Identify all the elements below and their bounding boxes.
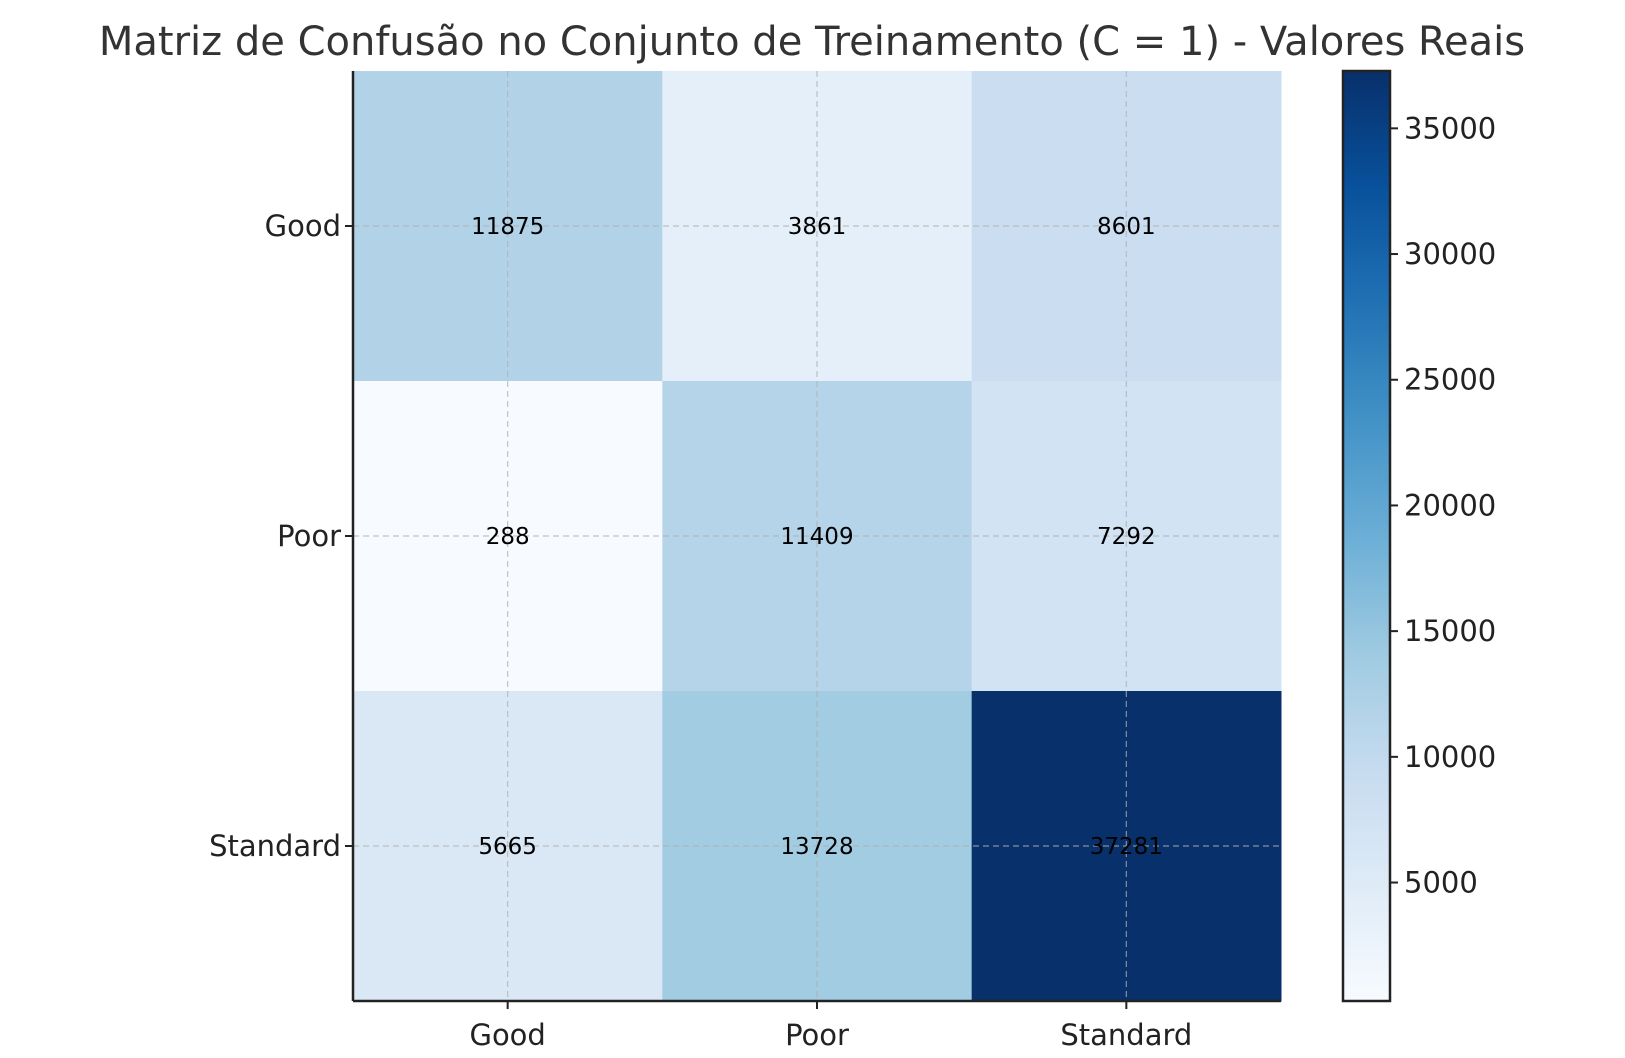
x-tick-label: Standard — [1060, 1018, 1192, 1052]
colorbar-tick-label: 20000 — [1404, 488, 1496, 522]
colorbar-ticks: 5000 10000 15000 20000 25000 30000 35000 — [1390, 111, 1496, 900]
colorbar-tick-label: 35000 — [1404, 111, 1496, 145]
cell-value-label: 37281 — [1090, 834, 1163, 860]
x-tick-label: Good — [469, 1018, 545, 1052]
colorbar-tick-label: 15000 — [1404, 614, 1496, 648]
colorbar-tick-label: 25000 — [1404, 363, 1496, 397]
cell-value-label: 288 — [486, 524, 530, 550]
cell-value-label: 7292 — [1097, 524, 1156, 550]
y-tick-label: Standard — [209, 829, 341, 863]
cell-value-label: 8601 — [1097, 214, 1156, 240]
x-tick-label: Poor — [785, 1018, 849, 1052]
chart-title: Matriz de Confusão no Conjunto de Treina… — [99, 19, 1525, 65]
x-axis-ticks: Good Poor Standard — [469, 1001, 1192, 1052]
cell-value-labels: 11875 3861 8601 288 11409 7292 5665 13728 37281 — [471, 214, 1163, 860]
y-tick-label: Good — [265, 209, 341, 243]
y-axis-ticks: Good Poor Standard — [209, 209, 353, 863]
y-tick-label: Poor — [277, 519, 341, 553]
cell-value-label: 5665 — [478, 834, 537, 860]
colorbar-gradient — [1341, 69, 1392, 1003]
cell-value-label: 3861 — [788, 214, 847, 240]
colorbar-tick-label: 5000 — [1404, 866, 1478, 900]
colorbar: 5000 10000 15000 20000 25000 30000 35000 — [1341, 69, 1496, 1003]
cell-value-label: 11409 — [780, 524, 853, 550]
grid-lines — [353, 71, 1281, 1001]
cell-value-label: 11875 — [471, 214, 544, 240]
cell-value-label: 13728 — [780, 834, 853, 860]
colorbar-tick-label: 10000 — [1404, 740, 1496, 774]
colorbar-tick-label: 30000 — [1404, 237, 1496, 271]
